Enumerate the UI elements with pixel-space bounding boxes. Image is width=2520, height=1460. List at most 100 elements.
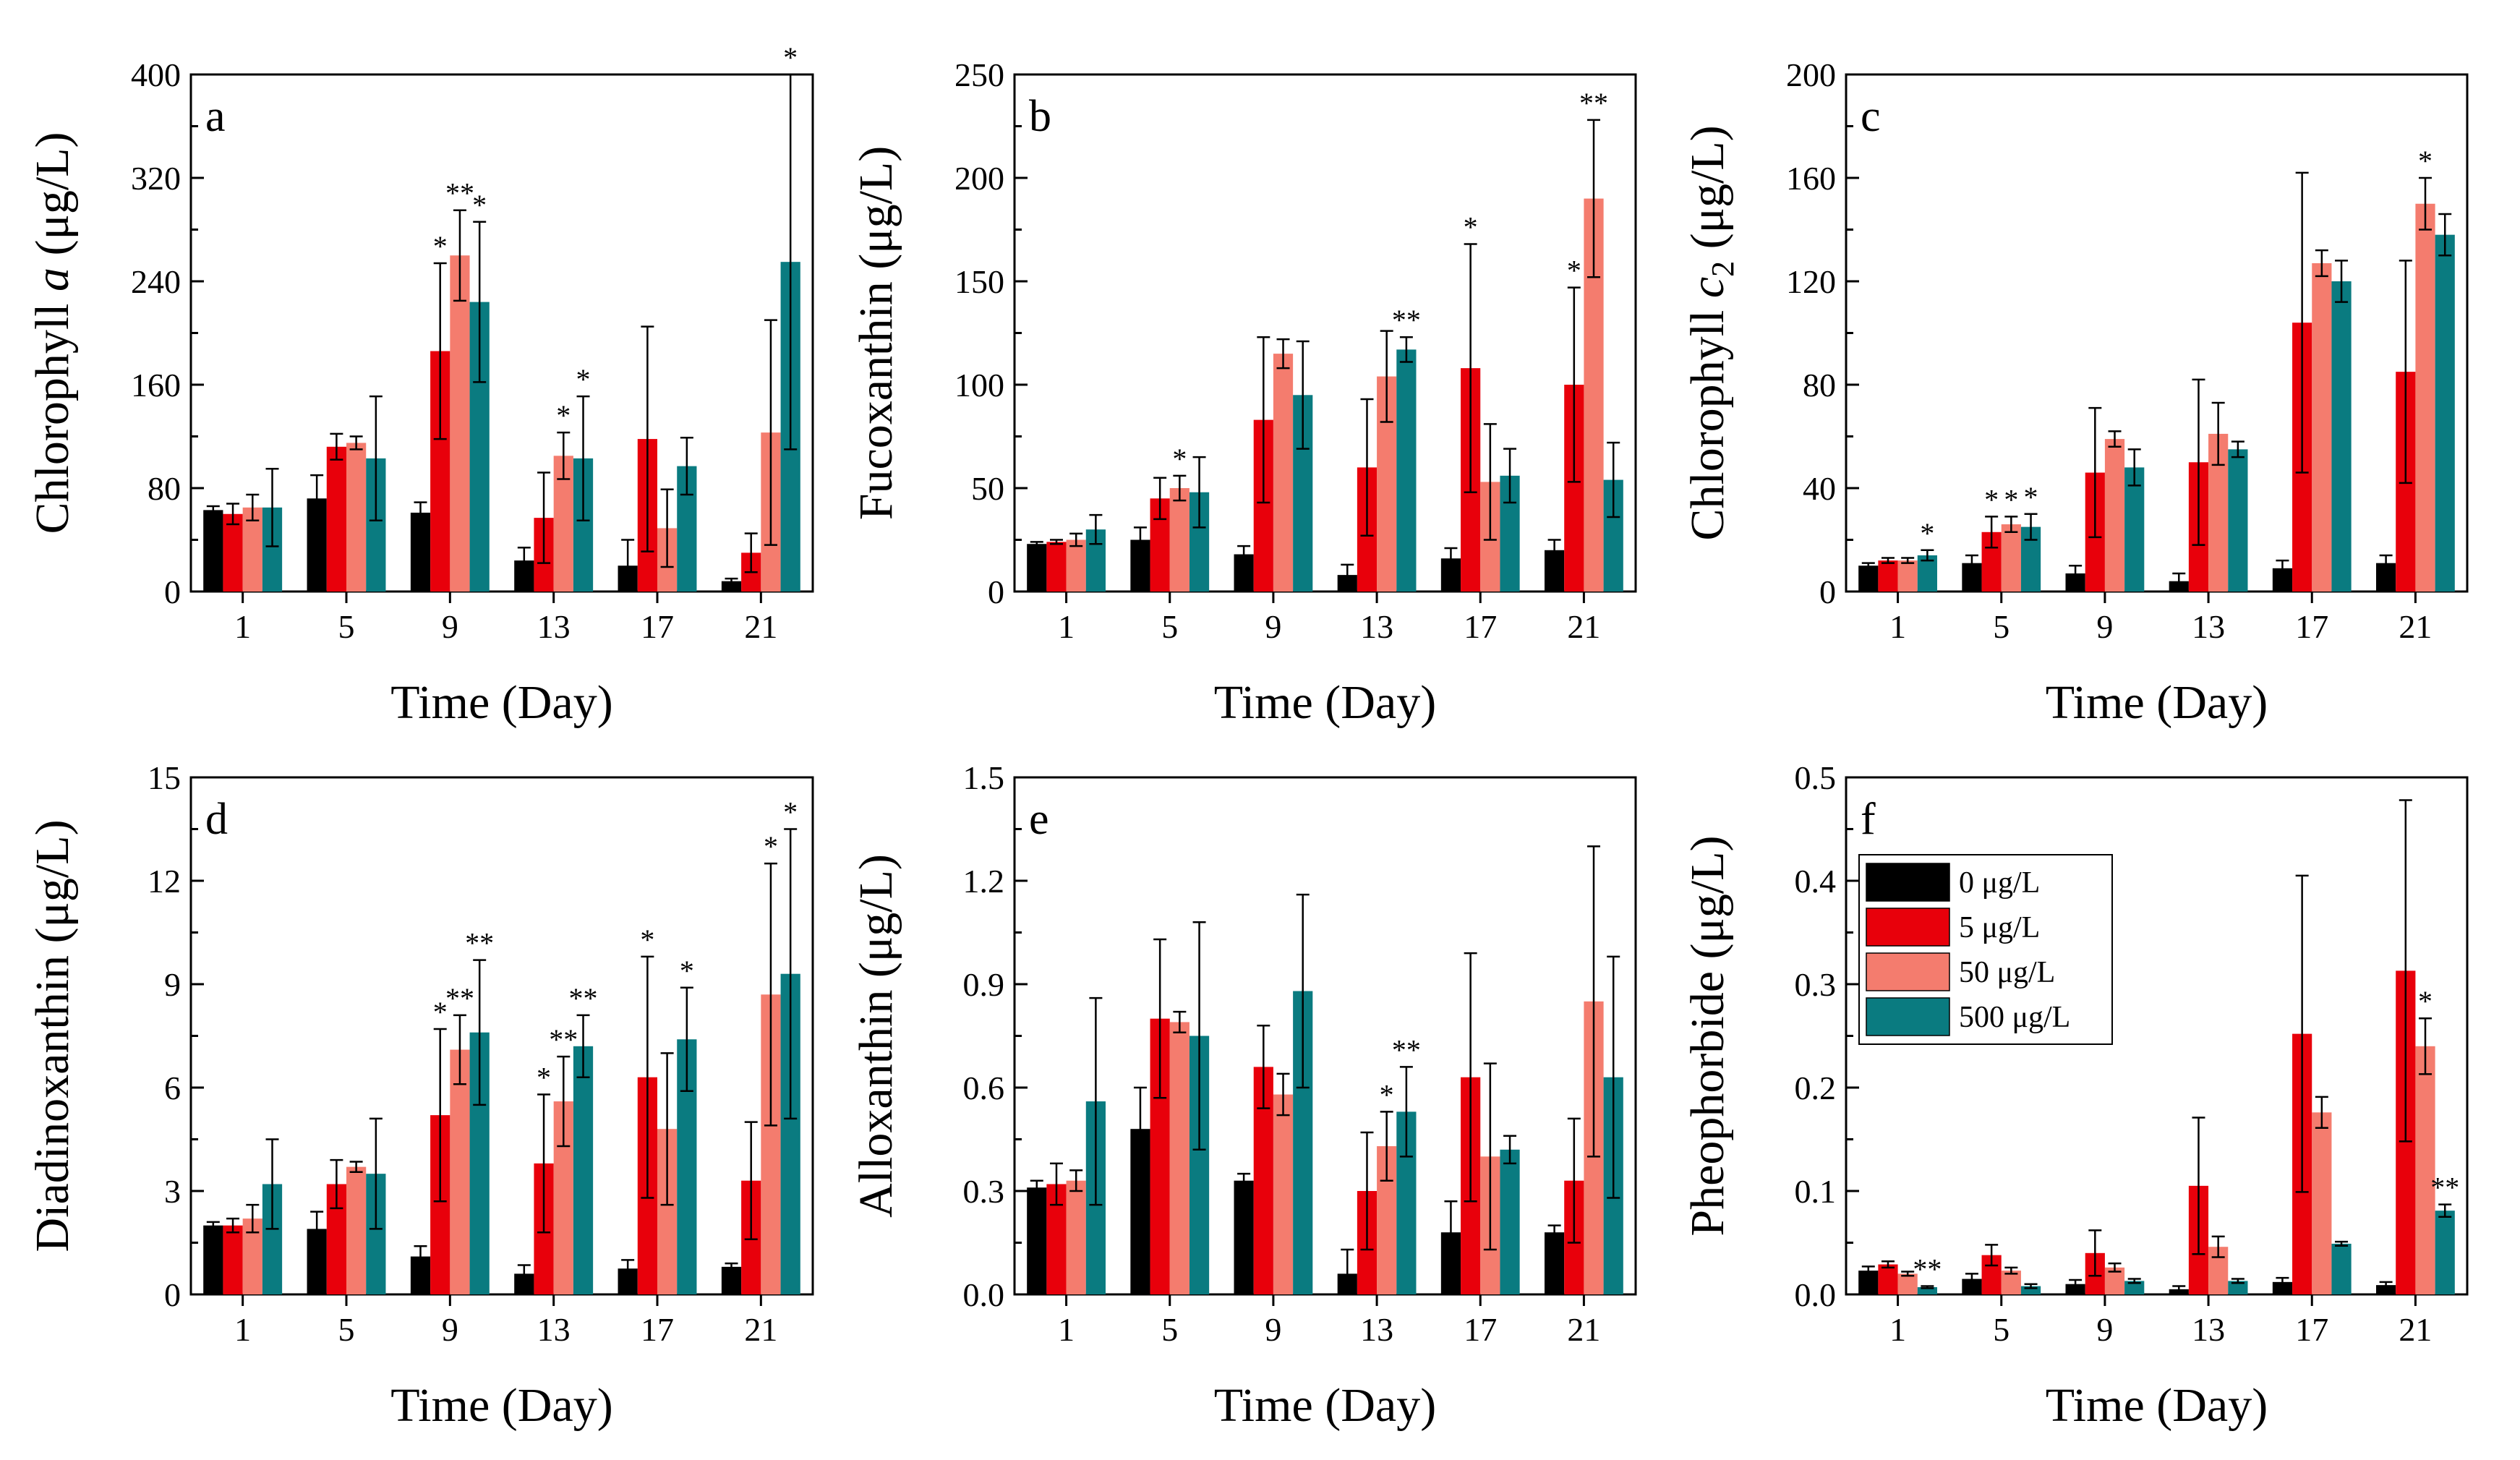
x-tick-label: 13 — [2192, 608, 2225, 645]
x-tick-label: 21 — [1567, 608, 1600, 645]
bar — [1878, 560, 1898, 592]
significance-star: * — [1380, 1078, 1394, 1111]
error-bar — [2088, 406, 2102, 539]
bar — [1545, 1232, 1565, 1294]
error-bar — [206, 1221, 220, 1230]
x-axis-title: Time (Day) — [1214, 1379, 1436, 1432]
error-bar — [2211, 401, 2225, 466]
y-tick-label: 160 — [131, 367, 181, 404]
error-bar — [1399, 1066, 1413, 1158]
error-bar — [1503, 1135, 1517, 1165]
bar — [1046, 542, 1067, 592]
y-tick-label: 0.6 — [963, 1070, 1005, 1106]
error-bar — [2172, 572, 2186, 590]
bar — [721, 1266, 742, 1294]
bar — [1066, 1180, 1086, 1294]
error-bar — [1587, 845, 1601, 1158]
significance-star: * — [680, 955, 694, 987]
error-bar — [2192, 1117, 2205, 1255]
error-bar — [1921, 1285, 1934, 1289]
error-bar — [1276, 1072, 1290, 1117]
x-tick-label: 9 — [442, 1311, 458, 1348]
y-tick-label: 250 — [954, 56, 1004, 93]
error-bar — [641, 955, 654, 1199]
bar — [203, 1225, 223, 1294]
error-bar — [2438, 213, 2452, 257]
x-tick-label: 5 — [1993, 1311, 2009, 1348]
bar — [1917, 1286, 1937, 1294]
bar — [326, 446, 346, 592]
error-bar — [1173, 474, 1187, 502]
error-bar — [1444, 1200, 1458, 1265]
y-axis-title: Chlorophyll c2 (μg/L) — [1681, 125, 1740, 540]
significance-star: ** — [1579, 87, 1608, 119]
bar — [2104, 439, 2125, 592]
plot-frame — [1013, 73, 1637, 593]
error-bar — [1483, 423, 1497, 541]
y-tick-label: 0.2 — [1795, 1070, 1837, 1106]
x-axis-title: Time (Day) — [390, 1379, 612, 1432]
significance-star: * — [472, 189, 487, 221]
bar — [2001, 524, 2021, 592]
panel-letter: b — [1029, 92, 1051, 141]
x-tick-label: 5 — [1161, 608, 1178, 645]
error-bar — [330, 1158, 343, 1210]
error-bar — [2108, 430, 2122, 448]
x-tick-label: 21 — [744, 608, 777, 645]
significance-star: * — [2418, 985, 2433, 1017]
y-axis-title: Chlorophyll a (μg/L) — [26, 132, 79, 534]
bar — [2228, 1281, 2248, 1294]
error-bar — [1296, 340, 1310, 450]
x-tick-label: 17 — [2295, 608, 2328, 645]
y-tick-label: 200 — [1786, 56, 1836, 93]
error-bar — [1464, 952, 1477, 1203]
error-bar — [330, 432, 343, 461]
error-bar — [433, 1028, 447, 1203]
error-bar — [680, 986, 693, 1093]
error-bar — [1861, 562, 1875, 570]
y-tick-label: 160 — [1786, 160, 1836, 197]
bar — [1897, 560, 1918, 592]
bar — [2124, 467, 2145, 592]
error-bar — [473, 959, 487, 1106]
y-axis-title: Alloxanthin (μg/L) — [850, 854, 902, 1218]
y-tick-label: 100 — [954, 367, 1004, 404]
error-bar — [246, 493, 260, 521]
legend: 0 μg/L 5 μg/L 50 μg/L 500 μg/L — [1858, 854, 2113, 1045]
significance-star: * — [783, 41, 798, 74]
bar — [573, 1046, 594, 1294]
error-bar — [660, 488, 674, 568]
error-bar — [1133, 1086, 1147, 1171]
significance-star: * — [1172, 443, 1187, 475]
error-bar — [1985, 516, 1999, 549]
significance-star: * — [576, 363, 591, 396]
x-tick-label: 21 — [744, 1311, 777, 1348]
bar — [2272, 1281, 2293, 1294]
legend-label: 500 μg/L — [1959, 1001, 2070, 1034]
error-bar — [1276, 338, 1290, 370]
significance-star: * — [1920, 517, 1934, 550]
error-bar — [433, 262, 447, 440]
error-bar — [1607, 441, 1620, 518]
error-bar — [557, 1055, 571, 1148]
y-axis-title: Pheophorbide (μg/L) — [1681, 835, 1734, 1236]
x-tick-label: 17 — [2295, 1311, 2328, 1348]
error-bar — [1380, 1111, 1393, 1182]
error-bar — [576, 395, 590, 521]
error-bar — [369, 1117, 383, 1230]
significance-star: ** — [445, 177, 474, 210]
error-bar — [1901, 557, 1915, 564]
bar — [2124, 1281, 2145, 1294]
y-tick-label: 50 — [971, 470, 1004, 507]
error-bar — [557, 431, 571, 480]
y-tick-label: 0.0 — [963, 1276, 1005, 1313]
error-bar — [1483, 1062, 1497, 1251]
x-tick-label: 13 — [537, 608, 571, 645]
error-bar — [537, 1093, 551, 1234]
error-bar — [265, 467, 279, 547]
error-bar — [2276, 559, 2289, 577]
error-bar — [1607, 955, 1620, 1199]
